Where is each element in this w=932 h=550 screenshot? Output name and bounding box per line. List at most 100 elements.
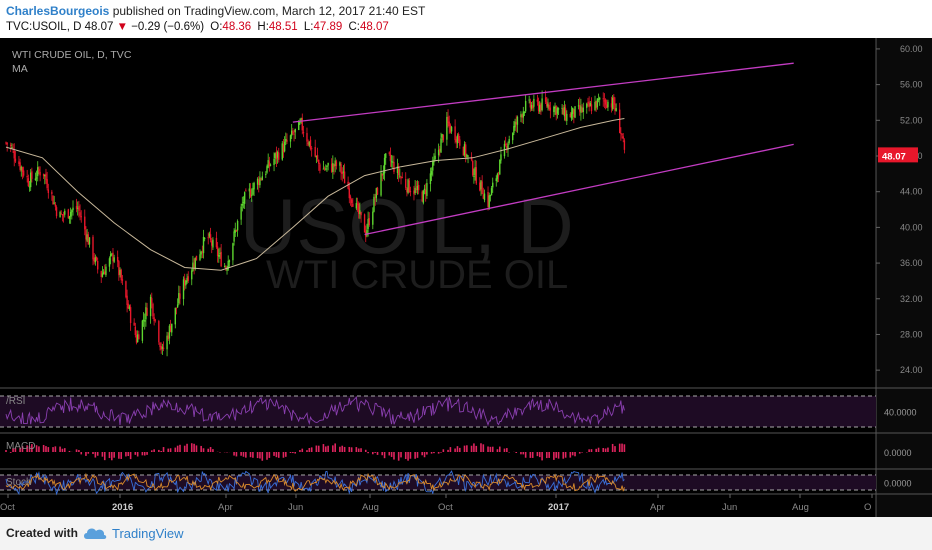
candle-body <box>184 278 186 286</box>
candle-body <box>258 179 260 186</box>
candle-body <box>497 175 500 177</box>
candle-body <box>533 98 535 107</box>
candle-body <box>216 246 219 257</box>
candle-body <box>186 277 188 283</box>
candle-body <box>340 164 342 173</box>
candle-body <box>322 168 325 170</box>
macd-bar <box>108 452 111 459</box>
macd-bar <box>268 452 271 458</box>
candle-body <box>333 164 335 168</box>
author-link[interactable]: CharlesBourgeois <box>6 4 110 18</box>
macd-bar <box>301 448 304 452</box>
candle-body <box>449 125 452 133</box>
candle-body <box>166 335 168 350</box>
macd-bar <box>409 452 412 459</box>
candle-body <box>289 135 292 142</box>
candle-body <box>26 176 28 178</box>
macd-bar <box>611 443 614 452</box>
candle-body <box>432 160 434 171</box>
macd-bar <box>158 449 160 452</box>
candle-body <box>85 229 87 240</box>
candle-body <box>120 269 122 281</box>
macd-bar <box>190 443 193 452</box>
macd-bar <box>169 448 172 452</box>
candle-body <box>145 307 147 320</box>
candle-body <box>79 212 81 216</box>
candle-body <box>358 203 360 214</box>
macd-bar <box>282 452 285 458</box>
macd-bar <box>466 445 468 452</box>
macd-bar <box>571 452 574 456</box>
candle-body <box>219 252 221 255</box>
macd-bar <box>426 452 428 455</box>
macd-bar <box>261 452 264 461</box>
cloud-logo-icon[interactable] <box>82 525 108 546</box>
candle-body <box>479 182 481 191</box>
candle-body <box>582 107 584 112</box>
macd-bar <box>143 452 146 456</box>
macd-bar <box>28 446 31 452</box>
close-value: 48.07 <box>359 21 389 33</box>
candle-body <box>540 103 542 111</box>
candle-body <box>580 106 582 113</box>
macd-bar <box>186 443 188 452</box>
candle-body <box>574 106 576 118</box>
candle-body <box>22 170 25 176</box>
macd-bar <box>249 452 252 458</box>
candle-body <box>47 189 50 194</box>
macd-bar <box>327 445 329 452</box>
candle-body <box>80 216 82 218</box>
candle-body <box>227 260 229 270</box>
candle-body <box>318 159 320 164</box>
y-tick-label: 28.00 <box>900 329 923 339</box>
macd-bar <box>348 446 351 452</box>
candle-body <box>416 185 419 190</box>
macd-bar <box>317 445 320 452</box>
candle-body <box>440 138 442 153</box>
candle-body <box>200 251 202 255</box>
candle-body <box>220 251 222 267</box>
candle-body <box>11 147 13 149</box>
candle-body <box>207 237 209 239</box>
macd-bar <box>252 452 254 458</box>
macd-bar <box>520 452 522 455</box>
candle-body <box>429 173 432 185</box>
candle-body <box>348 188 350 199</box>
candle-body <box>397 166 400 176</box>
tradingview-brand-link[interactable]: TradingView <box>112 526 184 541</box>
candle-body <box>218 254 220 257</box>
x-tick-label: Aug <box>362 502 379 513</box>
pane-label: Stoch <box>6 477 32 488</box>
candle-body <box>415 188 418 190</box>
publish-header: CharlesBourgeois published on TradingVie… <box>6 4 425 18</box>
stoch-d-line <box>5 472 625 492</box>
open-value: 48.36 <box>222 21 252 33</box>
candle-body <box>482 195 485 199</box>
macd-bar <box>339 446 341 452</box>
candle-body <box>409 191 412 193</box>
macd-bar <box>372 452 374 455</box>
candle-body <box>59 211 61 218</box>
macd-bar <box>31 444 33 452</box>
macd-bar <box>546 452 548 459</box>
macd-bar <box>515 452 518 453</box>
macd-bar <box>5 450 7 452</box>
candle-body <box>125 281 127 298</box>
candle-body <box>233 231 235 242</box>
candle-body <box>87 234 89 245</box>
candle-body <box>128 306 131 309</box>
candle-body <box>589 103 592 107</box>
macd-bar <box>536 452 539 457</box>
candle-body <box>14 158 17 162</box>
price-change: −0.29 (−0.6%) <box>131 21 205 33</box>
macd-bar <box>14 447 17 452</box>
macd-bar <box>614 446 616 452</box>
macd-bar <box>308 448 311 452</box>
candle-body <box>252 188 254 195</box>
candle-body <box>105 266 107 276</box>
candle-body <box>483 193 486 201</box>
x-tick-label: Aug <box>792 502 809 513</box>
macd-bar <box>294 452 297 454</box>
candle-body <box>496 173 499 179</box>
